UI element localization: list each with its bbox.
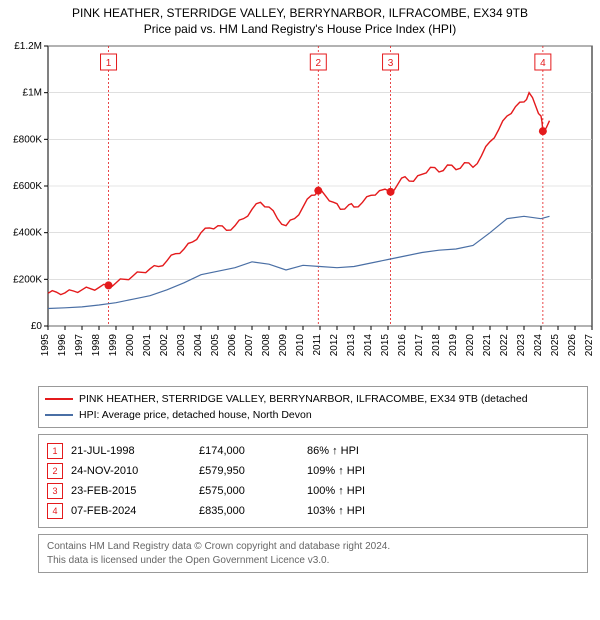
attribution: Contains HM Land Registry data © Crown c… — [38, 534, 588, 573]
svg-text:2018: 2018 — [431, 334, 442, 357]
svg-text:£0: £0 — [31, 321, 43, 332]
svg-text:2011: 2011 — [312, 334, 323, 356]
sale-marker-icon: 1 — [47, 443, 63, 459]
chart-area: £0 £200K £400K £600K £800K £1M £1.2M 1995 1996 19… — [0, 38, 600, 378]
svg-text:2000: 2000 — [125, 334, 136, 357]
svg-text:1999: 1999 — [108, 334, 119, 357]
sale-pct: 109% ↑ HPI — [307, 461, 417, 481]
sale-pct: 103% ↑ HPI — [307, 501, 417, 521]
svg-text:1998: 1998 — [91, 334, 102, 357]
svg-text:£1M: £1M — [23, 88, 42, 99]
svg-text:1996: 1996 — [57, 334, 68, 357]
sale-date: 24-NOV-2010 — [71, 461, 191, 481]
sale-pct: 100% ↑ HPI — [307, 481, 417, 501]
sale-marker-icon: 4 — [47, 503, 63, 519]
legend-swatch — [45, 414, 73, 416]
svg-text:2007: 2007 — [244, 334, 255, 357]
svg-text:2002: 2002 — [159, 334, 170, 357]
svg-text:2: 2 — [316, 58, 322, 69]
svg-text:£1.2M: £1.2M — [14, 41, 42, 52]
chart-svg: £0 £200K £400K £600K £800K £1M £1.2M 1995 1996 19… — [0, 38, 600, 378]
svg-text:2005: 2005 — [210, 334, 221, 357]
svg-text:2022: 2022 — [499, 334, 510, 357]
svg-text:2012: 2012 — [329, 334, 340, 357]
svg-text:2019: 2019 — [448, 334, 459, 357]
title-sub: Price paid vs. HM Land Registry's House … — [10, 22, 590, 36]
svg-text:2023: 2023 — [516, 334, 527, 357]
svg-text:£600K: £600K — [13, 181, 42, 192]
svg-text:2016: 2016 — [397, 334, 408, 357]
svg-text:2014: 2014 — [363, 334, 374, 357]
sale-marker-icon: 3 — [47, 483, 63, 499]
sale-price: £575,000 — [199, 481, 299, 501]
svg-text:2026: 2026 — [567, 334, 578, 357]
legend-label: HPI: Average price, detached house, Nort… — [79, 407, 312, 423]
svg-text:2003: 2003 — [176, 334, 187, 357]
title-main: PINK HEATHER, STERRIDGE VALLEY, BERRYNAR… — [10, 6, 590, 20]
sales-row: 3 23-FEB-2015 £575,000 100% ↑ HPI — [47, 481, 579, 501]
svg-text:3: 3 — [388, 58, 394, 69]
sale-price: £835,000 — [199, 501, 299, 521]
svg-text:2008: 2008 — [261, 334, 272, 357]
svg-text:£800K: £800K — [13, 134, 42, 145]
svg-text:2010: 2010 — [295, 334, 306, 357]
sales-row: 2 24-NOV-2010 £579,950 109% ↑ HPI — [47, 461, 579, 481]
legend-swatch — [45, 398, 73, 400]
svg-text:2013: 2013 — [346, 334, 357, 357]
svg-text:4: 4 — [540, 58, 546, 69]
svg-text:2027: 2027 — [584, 334, 595, 357]
svg-text:2009: 2009 — [278, 334, 289, 357]
sale-price: £579,950 — [199, 461, 299, 481]
legend-item: PINK HEATHER, STERRIDGE VALLEY, BERRYNAR… — [45, 391, 581, 407]
attribution-line: This data is licensed under the Open Gov… — [47, 554, 579, 568]
svg-text:1995: 1995 — [40, 334, 51, 357]
svg-text:2015: 2015 — [380, 334, 391, 357]
svg-text:2024: 2024 — [533, 334, 544, 357]
legend-label: PINK HEATHER, STERRIDGE VALLEY, BERRYNAR… — [79, 391, 528, 407]
svg-text:2017: 2017 — [414, 334, 425, 357]
svg-text:2004: 2004 — [193, 334, 204, 357]
sale-date: 07-FEB-2024 — [71, 501, 191, 521]
svg-text:2021: 2021 — [482, 334, 493, 357]
sales-row: 1 21-JUL-1998 £174,000 86% ↑ HPI — [47, 441, 579, 461]
sales-table: 1 21-JUL-1998 £174,000 86% ↑ HPI 2 24-NOV-201… — [38, 434, 588, 528]
sale-marker-icon: 2 — [47, 463, 63, 479]
attribution-line: Contains HM Land Registry data © Crown c… — [47, 540, 579, 554]
legend: PINK HEATHER, STERRIDGE VALLEY, BERRYNAR… — [38, 386, 588, 428]
sales-row: 4 07-FEB-2024 £835,000 103% ↑ HPI — [47, 501, 579, 521]
svg-text:2001: 2001 — [142, 334, 153, 357]
legend-item: HPI: Average price, detached house, Nort… — [45, 407, 581, 423]
svg-text:2025: 2025 — [550, 334, 561, 357]
svg-text:£400K: £400K — [13, 228, 42, 239]
sale-pct: 86% ↑ HPI — [307, 441, 417, 461]
svg-text:£200K: £200K — [13, 274, 42, 285]
sale-price: £174,000 — [199, 441, 299, 461]
svg-text:2020: 2020 — [465, 334, 476, 357]
chart-container: PINK HEATHER, STERRIDGE VALLEY, BERRYNAR… — [0, 0, 600, 573]
svg-text:1997: 1997 — [74, 334, 85, 357]
svg-text:2006: 2006 — [227, 334, 238, 357]
sale-date: 21-JUL-1998 — [71, 441, 191, 461]
sale-date: 23-FEB-2015 — [71, 481, 191, 501]
svg-text:1: 1 — [106, 58, 112, 69]
titles: PINK HEATHER, STERRIDGE VALLEY, BERRYNAR… — [0, 0, 600, 38]
